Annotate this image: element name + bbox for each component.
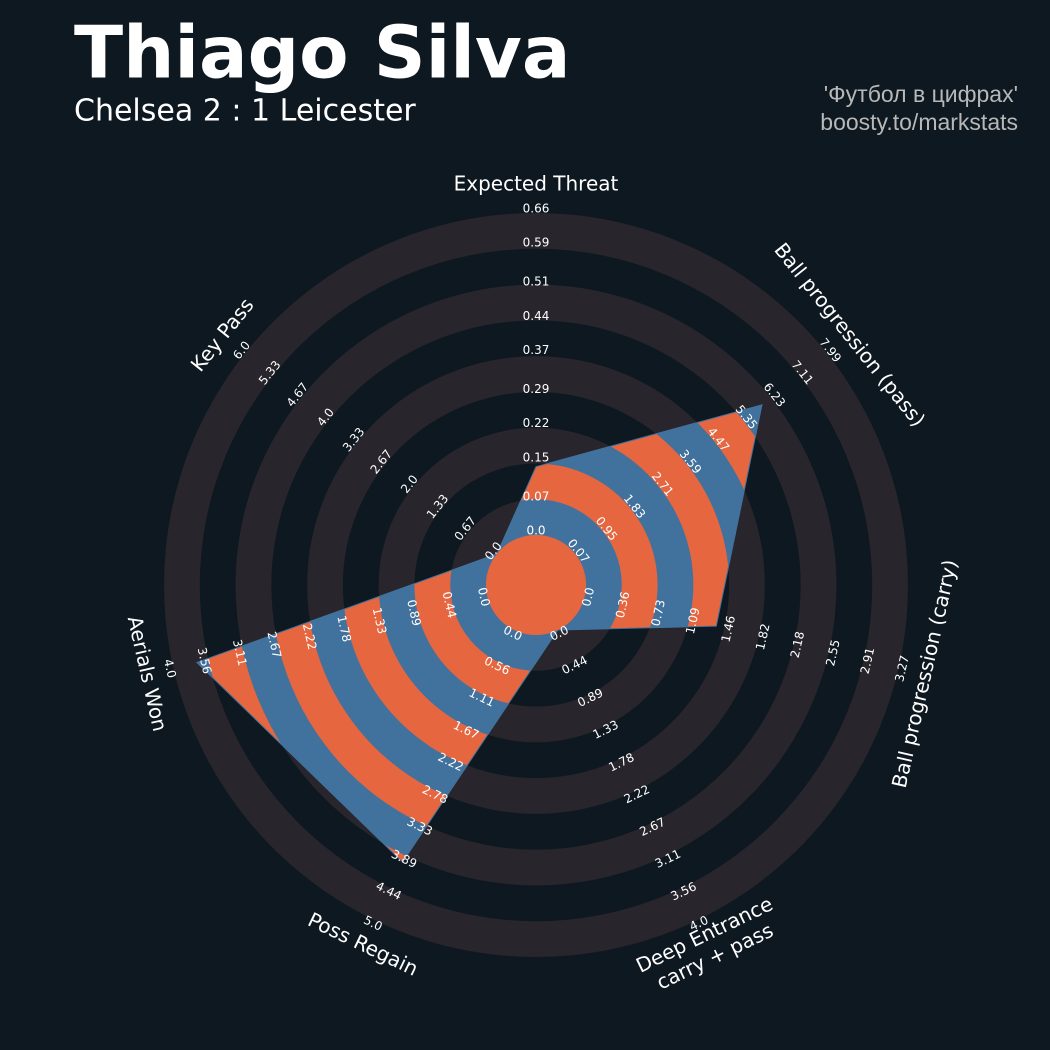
tick-label: 0.73 [648, 598, 668, 627]
tick-label: 2.22 [300, 622, 320, 651]
tick-label: 0.44 [440, 590, 460, 619]
tick-label: 0.36 [613, 590, 633, 619]
tick-label: 0.59 [523, 236, 550, 250]
tick-label: 0.0 [475, 586, 493, 608]
chart-title: Thiago Silva [74, 11, 570, 95]
tick-label: 0.89 [404, 598, 424, 627]
tick-label: 3.56 [195, 646, 215, 675]
tick-label: 0.07 [523, 489, 550, 503]
tick-label: 0.0 [526, 524, 545, 538]
tick-label: 0.29 [523, 382, 550, 396]
tick-label: 0.0 [579, 586, 597, 608]
tick-label: 4.0 [161, 658, 179, 680]
tick-label: 0.15 [523, 450, 550, 464]
tick-label: 1.78 [334, 614, 354, 643]
tick-label: 0.66 [523, 202, 550, 216]
tick-label: 0.44 [523, 309, 550, 323]
tick-label: 0.22 [523, 416, 550, 430]
data-polygon [195, 404, 763, 863]
tick-label: 2.67 [264, 630, 284, 659]
tick-label: 2.91 [858, 646, 878, 675]
radar: 0.0 0.07 0.15 0.22 0.29 0.37 0.44 0.51 0.59 0.66 0… [123, 172, 962, 994]
tick-label: 0.37 [523, 343, 550, 357]
tick-label: 0.51 [523, 275, 550, 289]
tick-label: 3.11 [230, 638, 250, 667]
tick-label: 1.46 [719, 614, 739, 643]
tick-label: 2.18 [788, 630, 808, 659]
tick-label: 1.33 [370, 606, 390, 635]
axis-label: Expected Threat [454, 172, 619, 196]
tick-label: 3.27 [892, 654, 912, 683]
tick-label: 1.82 [753, 622, 773, 651]
tick-label: 1.09 [683, 606, 703, 635]
tick-label: 2.55 [823, 638, 843, 667]
credit: boosty.to/markstats [820, 109, 1018, 135]
center-disc [486, 535, 586, 635]
credit: 'Футбол в цифрах' [824, 81, 1018, 107]
chart-subtitle: Chelsea 2 : 1 Leicester [74, 94, 416, 129]
